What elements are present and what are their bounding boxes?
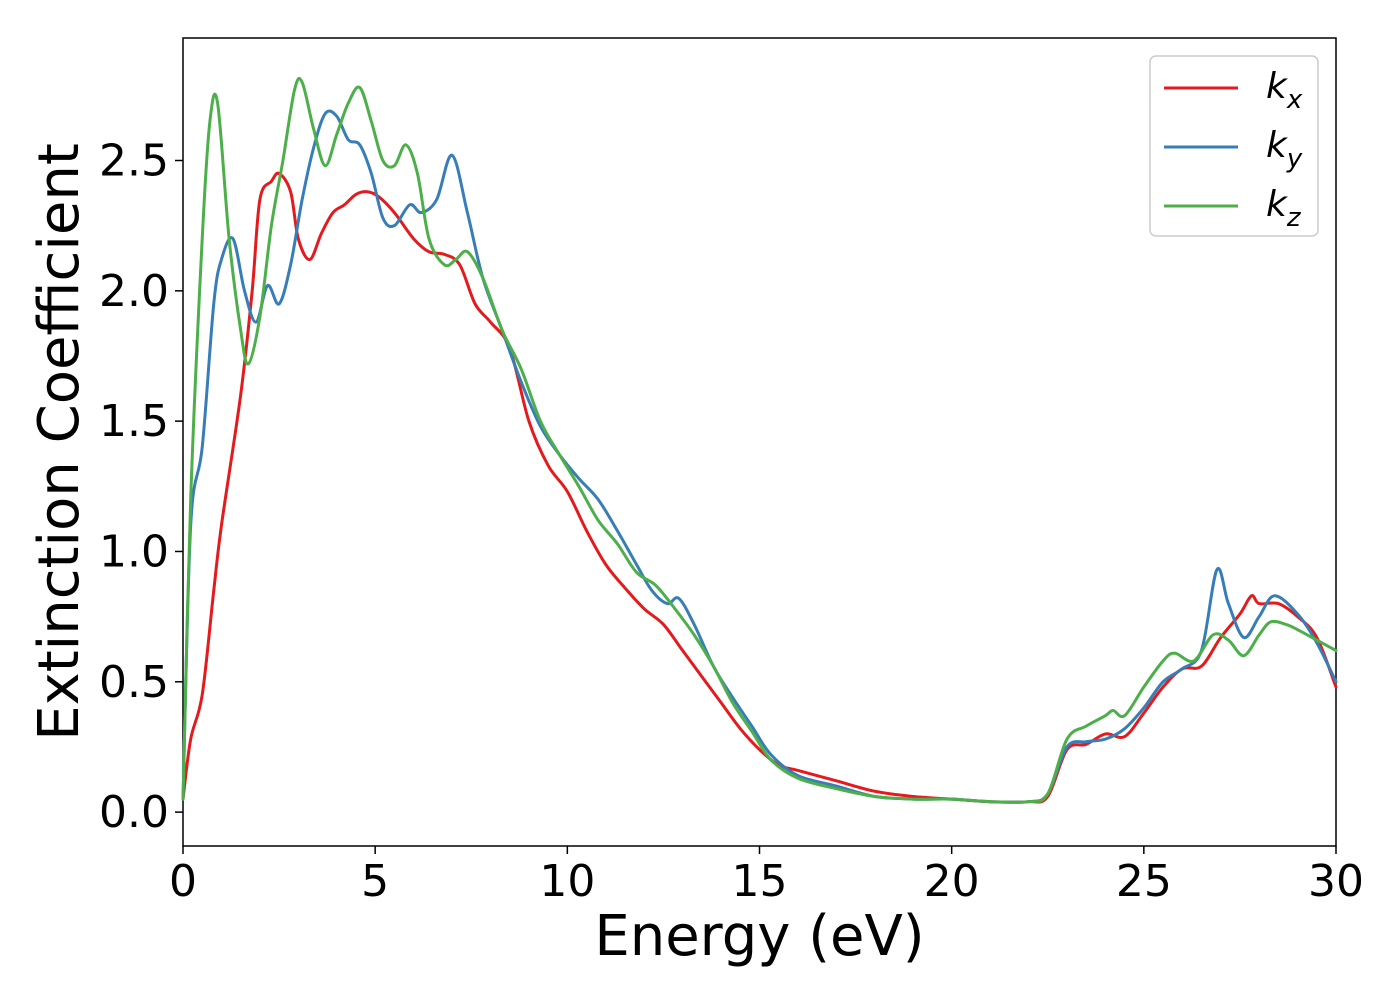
x-axis-label: Energy (eV) xyxy=(594,904,924,969)
legend-label-kx: kx xyxy=(1266,66,1303,115)
legend-label-subscript: z xyxy=(1286,203,1302,233)
y-tick-label: 2.0 xyxy=(99,266,169,317)
y-tick-label: 1.0 xyxy=(99,526,169,577)
x-tick-label: 30 xyxy=(1308,856,1364,907)
x-tick-label: 20 xyxy=(924,856,980,907)
y-axis-ticks: 0.0 0.5 1.0 1.5 2.0 2.5 xyxy=(99,136,183,838)
legend-label-subscript: x xyxy=(1286,85,1303,115)
series-line-kx xyxy=(181,171,1338,804)
y-tick-label: 2.5 xyxy=(99,136,169,187)
x-tick-label: 5 xyxy=(361,856,389,907)
legend-label-kz: kz xyxy=(1266,184,1302,233)
y-tick-label: 1.5 xyxy=(99,396,169,447)
legend-label-base: k xyxy=(1266,66,1289,107)
series-lines xyxy=(181,76,1338,804)
series-line-ky xyxy=(181,109,1338,804)
y-tick-label: 0.0 xyxy=(99,787,169,838)
y-axis-label: Extinction Coefficient xyxy=(27,143,92,741)
x-tick-label: 10 xyxy=(539,856,595,907)
x-tick-label: 0 xyxy=(169,856,197,907)
y-tick-label: 0.5 xyxy=(99,657,169,708)
x-tick-label: 15 xyxy=(732,856,788,907)
legend-label-base: k xyxy=(1266,125,1289,166)
legend-label-base: k xyxy=(1266,184,1289,225)
x-tick-label: 25 xyxy=(1116,856,1172,907)
x-axis-ticks: 0 5 10 15 20 25 30 xyxy=(169,846,1364,907)
series-line-kz xyxy=(181,76,1338,804)
legend-label-subscript: y xyxy=(1286,144,1303,174)
legend-label-ky: ky xyxy=(1266,125,1303,174)
